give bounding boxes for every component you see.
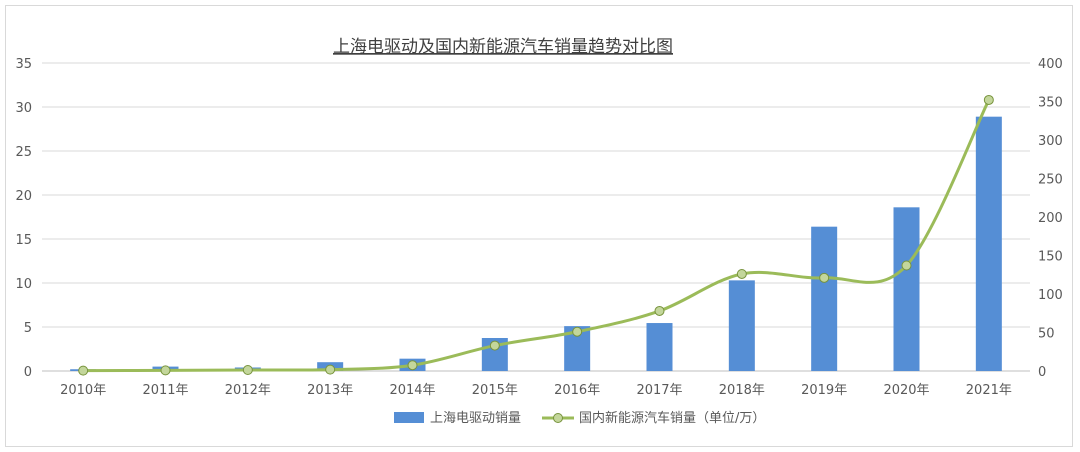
legend-line-label: 国内新能源汽车销量（单位/万） xyxy=(579,410,765,426)
line-point-2019年 xyxy=(819,272,830,283)
x-tick-label: 2016年 xyxy=(554,383,600,398)
line-point-2016年 xyxy=(572,326,583,337)
x-tick-label: 2014年 xyxy=(389,383,435,398)
line-point-2021年 xyxy=(983,94,994,105)
y-right-tick-label: 350 xyxy=(1038,96,1063,111)
y-left-tick-label: 20 xyxy=(15,189,32,204)
x-tick-label: 2011年 xyxy=(142,383,188,398)
y-left-tick-label: 35 xyxy=(15,57,32,72)
x-tick-label: 2021年 xyxy=(966,383,1012,398)
line-point-2012年 xyxy=(242,364,253,375)
legend: 上海电驱动销量 国内新能源汽车销量（单位/万） xyxy=(394,410,765,426)
bar-2021年 xyxy=(975,116,1002,372)
chart-frame xyxy=(5,5,1073,447)
y-left-tick-label: 0 xyxy=(24,365,32,380)
bar-2019年 xyxy=(811,226,838,371)
y-right-tick-label: 250 xyxy=(1038,173,1063,188)
y-left-tick-label: 5 xyxy=(24,321,32,336)
y-left-tick-label: 25 xyxy=(15,145,32,160)
chart-title: 上海电驱动及国内新能源汽车销量趋势对比图 xyxy=(333,37,673,57)
bar-2017年 xyxy=(646,323,673,371)
bar-2020年 xyxy=(893,207,920,371)
x-tick-label: 2017年 xyxy=(636,383,682,398)
line-point-2017年 xyxy=(654,305,665,316)
x-tick-label: 2010年 xyxy=(60,383,106,398)
y-right-tick-label: 200 xyxy=(1038,211,1063,226)
x-tick-label: 2020年 xyxy=(883,383,929,398)
y-right-tick-label: 400 xyxy=(1038,57,1063,72)
line-point-2013年 xyxy=(325,364,336,375)
y-left-tick-label: 15 xyxy=(15,233,32,248)
x-tick-label: 2012年 xyxy=(225,383,271,398)
y-left-tick-label: 10 xyxy=(15,277,32,292)
line-point-2014年 xyxy=(407,360,418,371)
bar-2018年 xyxy=(728,280,755,371)
y-right-tick-label: 50 xyxy=(1038,327,1055,342)
y-right-tick-label: 100 xyxy=(1038,288,1063,303)
y-right-tick-label: 0 xyxy=(1038,365,1046,380)
y-right-tick-label: 300 xyxy=(1038,134,1063,149)
legend-line-marker xyxy=(553,413,563,423)
line-point-2010年 xyxy=(78,365,89,376)
line-point-2011年 xyxy=(160,365,171,376)
line-series xyxy=(83,99,991,373)
line-point-2018年 xyxy=(736,268,747,279)
x-tick-label: 2018年 xyxy=(719,383,765,398)
line-point-2020年 xyxy=(901,260,912,271)
x-tick-label: 2013年 xyxy=(307,383,353,398)
x-tick-label: 2019年 xyxy=(801,383,847,398)
legend-bar-label: 上海电驱动销量 xyxy=(430,411,521,426)
y-right-tick-label: 150 xyxy=(1038,250,1063,265)
legend-bar-swatch xyxy=(394,412,424,423)
x-tick-label: 2015年 xyxy=(472,383,518,398)
line-point-2015年 xyxy=(489,340,500,351)
y-left-tick-label: 30 xyxy=(15,101,32,116)
